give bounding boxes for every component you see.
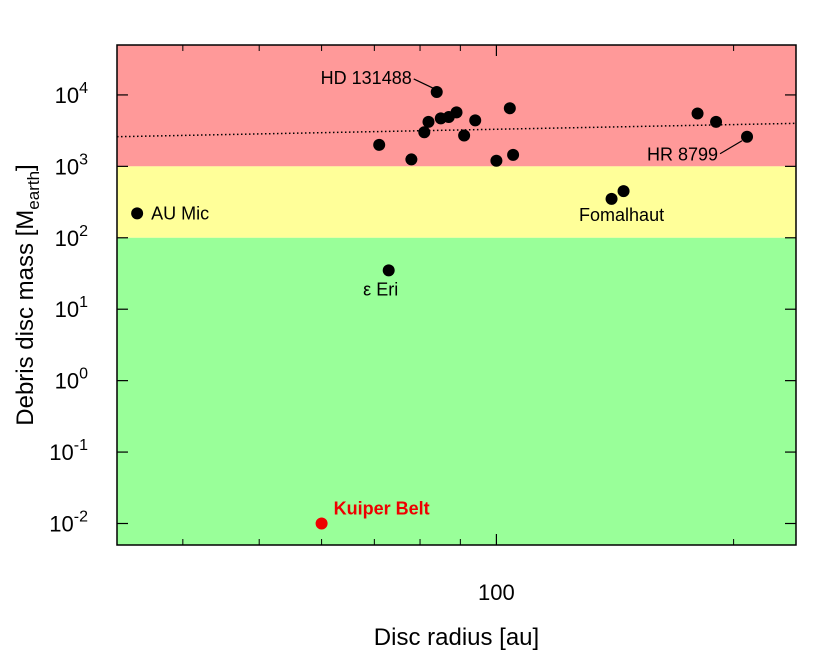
- y-tick-base: 10: [55, 83, 79, 108]
- data-point-6: [605, 192, 618, 205]
- y-tick-base: 10: [49, 511, 73, 536]
- data-points: [131, 85, 754, 530]
- point-kuiper-belt: [315, 517, 328, 530]
- y-tick-base: 10: [55, 297, 79, 322]
- y-tick-exponent: 0: [79, 366, 88, 383]
- data-point-20: [710, 115, 723, 128]
- label-hr-8799: HR 8799: [647, 145, 718, 165]
- axis-ticks: [117, 45, 796, 545]
- label-kuiper-belt: Kuiper Belt: [334, 498, 430, 518]
- label-au-mic: AU Mic: [151, 203, 209, 223]
- label-leaders: [413, 78, 743, 155]
- y-tick-exponent: 1: [79, 294, 88, 311]
- region-low: [117, 237, 796, 545]
- trend-line-group: [116, 122, 797, 138]
- data-point-8: [405, 153, 418, 166]
- y-tick-base: 10: [55, 154, 79, 179]
- point-hr-8799: [741, 130, 754, 143]
- leader-hd-131488: [413, 78, 435, 90]
- y-tick-label-2: 102: [55, 223, 88, 251]
- y-tick-label-4: 100: [55, 366, 88, 394]
- data-point-14: [458, 129, 471, 142]
- point-fomalhaut: [617, 185, 630, 198]
- data-point-18: [507, 148, 520, 161]
- y-tick-label-6: 10-2: [49, 508, 88, 536]
- data-point-15: [469, 114, 482, 127]
- y-tick-base: 10: [49, 440, 73, 465]
- mass-regions: [117, 45, 796, 545]
- point-au-mic: [131, 207, 144, 220]
- y-tick-exponent: -1: [74, 437, 88, 454]
- y-tick-label-3: 101: [55, 294, 88, 322]
- y-axis-label-sub: earth: [24, 171, 43, 210]
- leader-hr-8799: [719, 140, 743, 155]
- data-point-17: [503, 102, 516, 115]
- point-eri: [382, 264, 395, 277]
- label-eri: ε Eri: [363, 279, 398, 299]
- y-tick-exponent: 4: [79, 80, 88, 97]
- y-tick-label-5: 10-1: [49, 437, 88, 465]
- y-tick-base: 10: [55, 369, 79, 394]
- y-axis-label-end: ]: [12, 164, 39, 171]
- data-point-10: [422, 115, 435, 128]
- data-point-9: [418, 126, 431, 139]
- label-fomalhaut: Fomalhaut: [579, 205, 664, 225]
- region-high: [117, 45, 796, 167]
- y-tick-exponent: 2: [79, 223, 88, 240]
- x-axis-label: Disc radius [au]: [374, 624, 539, 651]
- trend-line: [116, 122, 797, 138]
- point-labels: AU Mic Kuiper Belt ε Eri HD 131488 HR 8799 Fo…: [151, 68, 718, 519]
- data-point-19: [691, 107, 704, 120]
- y-tick-label-0: 104: [55, 80, 88, 108]
- region-medium: [117, 166, 796, 238]
- plot-frame: [116, 44, 797, 546]
- data-point-16: [490, 154, 503, 167]
- data-point-7: [373, 138, 386, 151]
- x-tick-label-0: 100: [478, 580, 515, 605]
- y-tick-exponent: 3: [79, 151, 88, 168]
- data-point-13: [450, 106, 463, 119]
- y-tick-exponent: -2: [74, 508, 88, 525]
- y-axis-label-main: Debris disc mass [M: [12, 210, 39, 426]
- y-tick-base: 10: [55, 226, 79, 251]
- label-hd-131488: HD 131488: [321, 68, 412, 88]
- y-axis-label: Debris disc mass [Mearth]: [12, 164, 43, 425]
- y-tick-label-1: 103: [55, 151, 88, 179]
